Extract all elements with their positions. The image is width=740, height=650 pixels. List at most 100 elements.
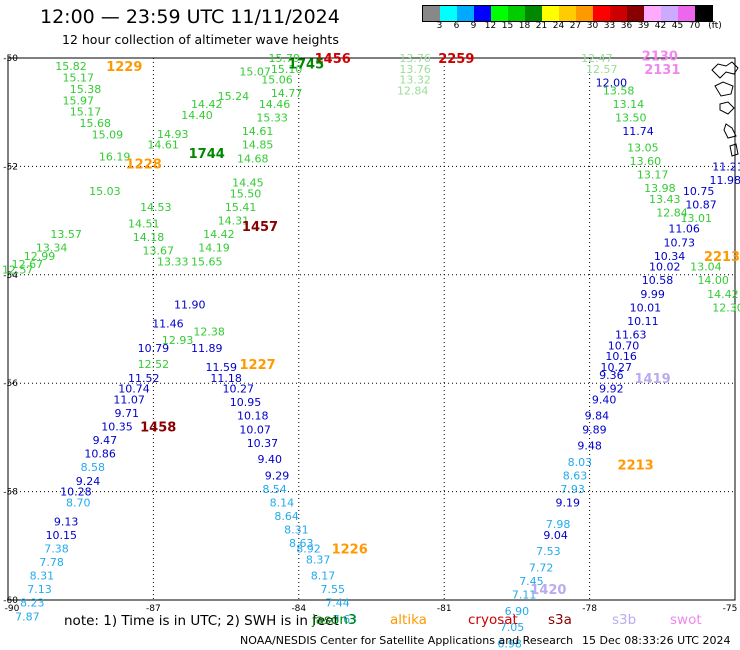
colorbar-tick-label: 12 (484, 21, 497, 31)
longitude-label: -81 (437, 604, 452, 614)
wave-height-value: 9.99 (640, 288, 665, 301)
wave-height-value: 10.79 (138, 342, 170, 355)
wave-height-value: 12.84 (397, 85, 429, 98)
coastline-segment (729, 143, 739, 157)
wave-height-value: 11.46 (152, 318, 184, 331)
wave-height-value: 8.31 (284, 524, 309, 537)
wave-height-value: 12.38 (193, 326, 225, 339)
note-text: note: 1) Time is in UTC; 2) SWH is in fe… (64, 613, 339, 629)
wave-height-value: 7.98 (546, 518, 571, 531)
colorbar-swatch (644, 6, 661, 21)
wave-height-value: 12.84 (656, 206, 688, 219)
wave-height-value: 9.92 (599, 383, 624, 396)
colorbar-swatch (423, 6, 440, 21)
colorbar-swatch (457, 6, 474, 21)
latitude-label: -52 (3, 162, 18, 172)
wave-height-value: 14.61 (242, 125, 274, 138)
wave-height-value: 15.97 (63, 94, 95, 107)
wave-height-value: 16.19 (99, 151, 131, 164)
wave-height-value: 13.58 (603, 85, 635, 98)
wave-height-value: 13.60 (630, 155, 662, 168)
colorbar-tick-label: 39 (637, 21, 650, 31)
wave-height-value: 8.70 (66, 496, 91, 509)
coastline-segment (714, 81, 734, 97)
pass-time-label: 1420 (530, 583, 566, 598)
wave-height-value: 14.77 (271, 87, 303, 100)
coastline-segment (711, 61, 739, 79)
wave-height-value: 11.52 (128, 372, 160, 385)
wave-height-value: 14.53 (140, 201, 172, 214)
wave-height-value: 8.17 (311, 570, 336, 583)
wave-height-value: 15.33 (256, 112, 288, 125)
wave-height-value: 14.51 (128, 217, 160, 230)
pass-time-label: 1456 (315, 52, 351, 67)
coastline-segment (719, 101, 735, 115)
latitude-label: -60 (3, 596, 18, 606)
wave-height-value: 7.72 (529, 561, 554, 574)
wave-height-value: 13.04 (690, 261, 722, 274)
wave-height-value: 14.31 (218, 215, 250, 228)
satellite-legend-3: s3a (548, 612, 572, 628)
wave-height-value: 9.04 (543, 529, 568, 542)
colorbar-swatch (610, 6, 627, 21)
wave-height-value: 10.74 (118, 383, 150, 396)
colorbar-tick-label: 3 (436, 21, 443, 31)
wave-height-value: 9.19 (556, 496, 581, 509)
colorbar-swatch (627, 6, 644, 21)
wave-height-value: 9.24 (76, 475, 101, 488)
wave-height-value: 13.34 (36, 242, 68, 255)
pass-time-label: 1457 (242, 220, 278, 235)
colorbar-swatch (678, 6, 695, 21)
wave-height-value: 11.74 (622, 125, 654, 138)
satellite-legend-5: swot (670, 612, 702, 628)
wave-height-value: 11.89 (191, 342, 223, 355)
map-title: 12:00 — 23:59 UTC 11/11/2024 (40, 6, 340, 28)
wave-height-value: 11.07 (113, 393, 145, 406)
wave-height-value: 14.00 (697, 274, 729, 287)
wave-height-value: 15.65 (191, 255, 223, 268)
wave-height-value: 14.45 (232, 177, 264, 190)
coastline-segment (723, 123, 737, 139)
wave-height-value: 7.63 (333, 613, 358, 626)
wave-height-value: 10.07 (239, 423, 271, 436)
wave-height-value: 6.98 (497, 637, 522, 650)
wave-height-value: 15.68 (79, 117, 111, 130)
colorbar-tick-label: 6 (453, 21, 460, 31)
pass-time-label: 1228 (126, 158, 162, 173)
wave-height-value: 13.32 (399, 74, 431, 87)
colorbar-tick-label: 21 (535, 21, 548, 31)
wave-height-value: 13.33 (157, 255, 189, 268)
longitude-label: -90 (5, 604, 20, 614)
colorbar-swatch (559, 6, 576, 21)
wave-height-value: 9.29 (265, 469, 290, 482)
latitude-label: -50 (3, 54, 18, 64)
pass-time-label: 1744 (189, 147, 225, 162)
wave-height-value: 10.34 (654, 250, 686, 263)
wave-height-value: 15.07 (239, 66, 271, 79)
wave-height-value: 14.40 (181, 109, 213, 122)
wave-height-value: 8.63 (563, 469, 588, 482)
wave-height-value: 8.54 (262, 483, 287, 496)
wave-height-value: 8.63 (289, 537, 314, 550)
wave-height-value: 13.17 (637, 169, 669, 182)
wave-height-value: 10.73 (664, 236, 696, 249)
wave-height-value: 15.17 (70, 106, 102, 119)
wave-height-value: 10.75 (683, 185, 715, 198)
wave-height-value: 11.21 (712, 160, 740, 173)
wave-height-value: 7.05 (500, 621, 525, 634)
pass-time-label: 1419 (635, 372, 671, 387)
footer-timestamp: 15 Dec 08:33:26 UTC 2024 (582, 634, 731, 647)
wave-height-value: 14.85 (242, 139, 274, 152)
wave-height-value: 12.93 (162, 334, 194, 347)
colorbar-swatch (491, 6, 508, 21)
map-subtitle: 12 hour collection of altimeter wave hei… (62, 32, 339, 47)
wave-height-value: 6.90 (505, 605, 530, 618)
pass-time-label: 2259 (438, 52, 474, 67)
wave-height-value: 14.68 (237, 152, 269, 165)
wave-height-value: 7.44 (325, 597, 350, 610)
wave-height-value: 10.27 (601, 361, 633, 374)
pass-time-label: 2131 (644, 63, 680, 78)
wave-height-value: 13.76 (399, 63, 431, 76)
wave-height-value: 14.46 (259, 98, 291, 111)
wave-height-value: 15.17 (63, 72, 95, 85)
